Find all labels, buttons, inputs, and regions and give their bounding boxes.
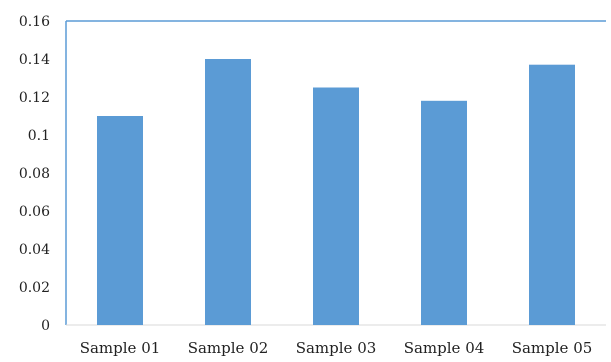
bar	[97, 116, 143, 325]
bar	[529, 64, 575, 325]
bar	[205, 59, 251, 325]
x-tick-label: Sample 01	[80, 339, 161, 357]
y-tick-label: 0.08	[19, 166, 50, 182]
y-tick-label: 0.1	[28, 128, 50, 144]
y-tick-label: 0.04	[19, 242, 50, 258]
x-tick-label: Sample 04	[404, 339, 485, 357]
x-axis-tick-labels: Sample 01 Sample 02 Sample 03 Sample 04 Samp…	[80, 339, 593, 357]
y-tick-label: 0.14	[19, 52, 50, 68]
x-tick-label: Sample 02	[188, 339, 269, 357]
y-tick-label: 0	[41, 318, 50, 334]
x-tick-label: Sample 05	[512, 339, 593, 357]
bar-series	[97, 59, 575, 325]
y-tick-label: 0.16	[19, 14, 50, 30]
y-tick-label: 0.02	[19, 280, 50, 296]
y-tick-label: 0.06	[19, 204, 50, 220]
y-tick-label: 0.12	[19, 90, 50, 106]
bar	[313, 87, 359, 325]
bar	[421, 100, 467, 325]
y-axis-tick-labels: 0 0.02 0.04 0.06 0.08 0.1 0.12 0.14 0.16	[19, 14, 50, 334]
x-tick-label: Sample 03	[296, 339, 377, 357]
